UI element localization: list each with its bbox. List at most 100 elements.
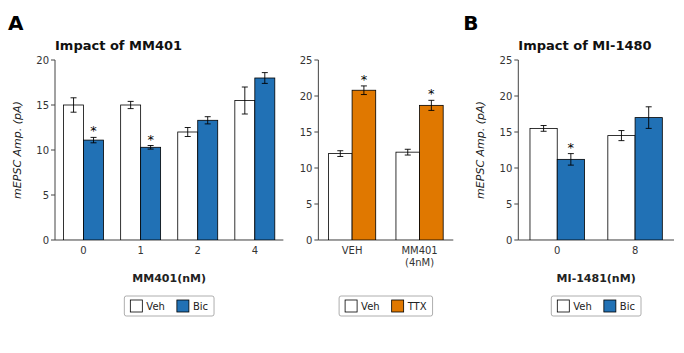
y-tick bbox=[314, 132, 318, 133]
y-tick-label: 20 bbox=[300, 91, 313, 102]
error-cap bbox=[541, 131, 547, 132]
error-cap bbox=[405, 149, 411, 150]
error-line bbox=[570, 154, 571, 166]
error-line bbox=[73, 98, 74, 112]
legend-swatch bbox=[345, 300, 357, 312]
bar bbox=[178, 132, 198, 240]
error-line bbox=[648, 107, 649, 129]
error-cap bbox=[205, 116, 211, 117]
y-tick bbox=[514, 132, 518, 133]
bar bbox=[64, 105, 84, 240]
bars bbox=[328, 86, 443, 240]
x-axis-label: MM401(nM) bbox=[132, 272, 206, 285]
y-tick-label: 15 bbox=[36, 100, 49, 111]
y-axis bbox=[318, 60, 319, 240]
y-tick bbox=[514, 204, 518, 205]
bar bbox=[141, 147, 161, 240]
legend-swatch bbox=[130, 300, 142, 312]
error-cap bbox=[91, 142, 97, 143]
legend: Veh Bic bbox=[551, 296, 641, 316]
error-bar bbox=[361, 86, 367, 95]
y-tick bbox=[314, 96, 318, 97]
y-axis bbox=[518, 60, 519, 240]
y-tick-label: 0 bbox=[506, 235, 512, 246]
error-bar bbox=[262, 73, 268, 84]
y-tick-label: 15 bbox=[500, 127, 513, 138]
error-bar bbox=[185, 128, 191, 137]
x-tick-label-line: 0 bbox=[554, 245, 560, 256]
y-tick-label: 25 bbox=[500, 55, 513, 66]
error-cap bbox=[185, 136, 191, 137]
legend-frame bbox=[551, 296, 641, 316]
panel: 051015202508*MI-1481(nM)mEPSC Amp. (pA)I… bbox=[463, 11, 674, 316]
error-bar bbox=[646, 107, 652, 129]
title: Impact of MM401 bbox=[55, 38, 182, 53]
y-tick bbox=[51, 60, 55, 61]
x-axis-label: MI-1481(nM) bbox=[557, 272, 636, 285]
panel-label: A bbox=[8, 11, 24, 35]
y-tick-label: 5 bbox=[306, 199, 312, 210]
error-cap bbox=[646, 128, 652, 129]
y-tick bbox=[514, 60, 518, 61]
x-tick-label: 0 bbox=[80, 245, 86, 256]
bar bbox=[557, 159, 584, 240]
y-tick-label: 25 bbox=[300, 55, 313, 66]
chart: 051015200124**MM401(nM)mEPSC Amp. (pA)Im… bbox=[0, 0, 684, 353]
bar bbox=[121, 105, 141, 240]
x-tick-label: MM401(4nM) bbox=[401, 245, 437, 268]
error-cap bbox=[262, 83, 268, 84]
legend-label: TTX bbox=[407, 301, 427, 312]
annotation: * bbox=[90, 123, 97, 138]
title: Impact of MI-1480 bbox=[518, 38, 651, 53]
y-tick-label: 0 bbox=[43, 235, 49, 246]
bar bbox=[352, 90, 376, 240]
error-cap bbox=[128, 108, 134, 109]
x-tick-label-line: MM401 bbox=[401, 245, 437, 256]
error-cap bbox=[568, 165, 574, 166]
legend: VehTTX bbox=[339, 296, 432, 316]
bar bbox=[84, 140, 104, 240]
y-tick-label: 10 bbox=[500, 163, 513, 174]
error-cap bbox=[71, 97, 77, 98]
x-tick-label: 8 bbox=[632, 245, 638, 256]
annotations: ** bbox=[90, 123, 154, 146]
y-tick bbox=[314, 60, 318, 61]
x-tick-label-line: (4nM) bbox=[405, 257, 434, 268]
error-bar bbox=[205, 117, 211, 124]
error-cap bbox=[242, 87, 248, 88]
y-tick bbox=[314, 240, 318, 241]
legend-label: Bic bbox=[620, 301, 635, 312]
panel-label: B bbox=[463, 11, 478, 35]
annotation: * bbox=[428, 86, 435, 101]
error-cap bbox=[541, 125, 547, 126]
error-bar bbox=[568, 154, 574, 166]
panel: 051015200124**MM401(nM)mEPSC Amp. (pA)Im… bbox=[8, 11, 283, 316]
x-tick-label: 1 bbox=[137, 245, 143, 256]
error-line bbox=[244, 87, 245, 114]
y-tick-label: 5 bbox=[506, 199, 512, 210]
legend-label: Veh bbox=[146, 301, 165, 312]
error-cap bbox=[361, 94, 367, 95]
bar bbox=[635, 118, 662, 240]
annotations: ** bbox=[361, 72, 435, 101]
error-cap bbox=[428, 110, 434, 111]
error-cap bbox=[646, 106, 652, 107]
error-bar bbox=[128, 101, 134, 108]
error-bar bbox=[337, 151, 343, 157]
x-tick-label-line: 0 bbox=[80, 245, 86, 256]
y-tick-label: 5 bbox=[43, 190, 49, 201]
y-tick bbox=[51, 240, 55, 241]
legend-label: Veh bbox=[573, 301, 592, 312]
error-line bbox=[621, 131, 622, 141]
x-tick-label-line: 1 bbox=[137, 245, 143, 256]
x-tick-label: VEH bbox=[342, 245, 363, 256]
y-axis-label: mEPSC Amp. (pA) bbox=[11, 101, 24, 199]
error-cap bbox=[148, 149, 154, 150]
bar bbox=[235, 101, 255, 241]
bar bbox=[198, 120, 218, 240]
x-tick-label: 4 bbox=[252, 245, 258, 256]
y-tick bbox=[514, 96, 518, 97]
error-cap bbox=[262, 72, 268, 73]
error-cap bbox=[128, 101, 134, 102]
error-line bbox=[431, 100, 432, 110]
